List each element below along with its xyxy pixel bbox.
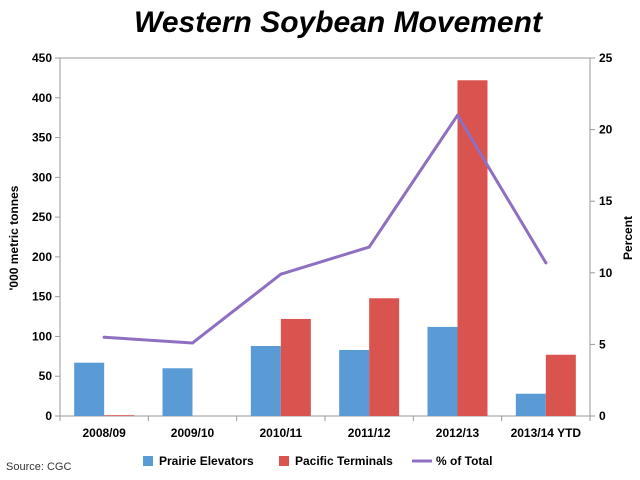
left-axis-tick-label: 100 (32, 329, 52, 343)
bars-layer (74, 80, 576, 416)
line-point-percent-of-total (456, 113, 459, 117)
right-axis-tick-label: 25 (599, 51, 613, 65)
line-point-percent-of-total (279, 272, 283, 276)
left-axis-tick-label: 300 (32, 170, 52, 184)
x-axis: 2008/09 2009/10 2010/11 2011/12 2012/13 2013/… (59, 416, 591, 440)
bar-pacific-terminals (280, 318, 311, 416)
x-axis-category-label: 2009/10 (171, 426, 215, 440)
line-percent-of-total (102, 113, 548, 345)
legend-swatch (279, 456, 289, 466)
left-axis: 0 50 100 150 200 250 300 350 400 450 (32, 51, 60, 423)
bar-pacific-terminals (104, 415, 135, 416)
x-axis-category-label: 2011/12 (348, 426, 391, 440)
plot-area (59, 57, 591, 417)
bar-prairie-elevators (162, 368, 193, 416)
left-axis-tick-label: 250 (32, 210, 52, 224)
right-axis-tick-label: 5 (599, 337, 606, 351)
line-layer (102, 113, 548, 345)
bar-pacific-terminals (457, 80, 488, 416)
legend-label: Pacific Terminals (295, 454, 393, 468)
line-point-percent-of-total (367, 245, 371, 249)
right-axis: 0 5 10 15 20 25 (590, 51, 613, 423)
left-axis-tick-label: 0 (45, 409, 52, 423)
line-point-percent-of-total (102, 335, 106, 339)
bar-prairie-elevators (74, 362, 105, 416)
line-point-percent-of-total (544, 261, 548, 265)
legend-swatch (143, 456, 153, 466)
left-axis-tick-label: 200 (32, 250, 52, 264)
x-axis-category-label: 2012/13 (436, 426, 480, 440)
x-axis-category-label: 2013/14 YTD (511, 426, 582, 440)
left-axis-tick-label: 50 (39, 369, 53, 383)
bar-prairie-elevators (339, 349, 370, 416)
bar-prairie-elevators (427, 326, 458, 416)
legend-label: Prairie Elevators (159, 454, 254, 468)
right-axis-tick-label: 10 (599, 266, 613, 280)
legend-label: % of Total (436, 454, 492, 468)
bar-pacific-terminals (369, 298, 400, 416)
right-axis-tick-label: 15 (599, 194, 613, 208)
line-point-percent-of-total (191, 341, 194, 345)
right-axis-tick-label: 20 (599, 123, 613, 137)
x-axis-category-label: 2008/09 (82, 426, 126, 440)
bar-prairie-elevators (250, 345, 281, 416)
chart-title: Western Soybean Movement (134, 6, 544, 39)
x-axis-category-label: 2010/11 (259, 426, 302, 440)
legend: Prairie Elevators Pacific Terminals % of T… (143, 454, 492, 468)
left-axis-tick-label: 450 (32, 51, 52, 65)
right-axis-tick-label: 0 (599, 409, 606, 423)
bar-pacific-terminals (545, 354, 576, 416)
bar-prairie-elevators (515, 393, 546, 416)
right-axis-title: Percent (621, 216, 635, 260)
left-axis-tick-label: 150 (32, 290, 52, 304)
plot-frame (59, 57, 591, 417)
left-axis-title: '000 metric tonnes (7, 185, 21, 290)
source-note: Source: CGC (6, 461, 71, 473)
left-axis-tick-label: 350 (32, 131, 52, 145)
left-axis-tick-label: 400 (32, 91, 52, 105)
